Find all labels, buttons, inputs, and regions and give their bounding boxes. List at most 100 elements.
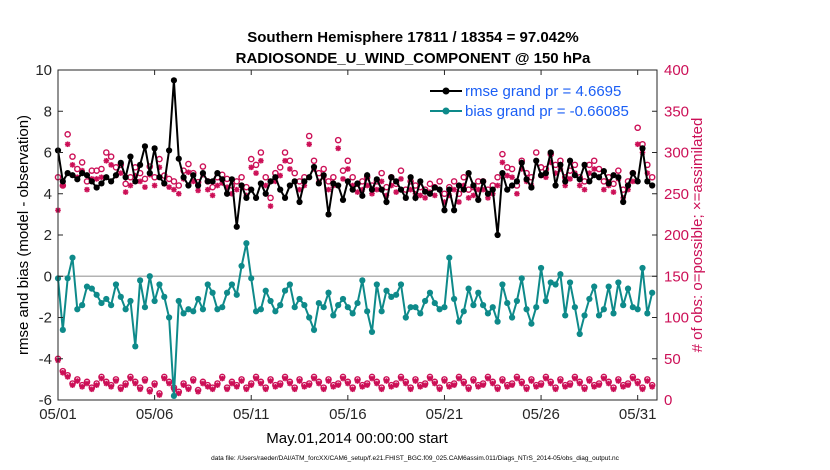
bias-point	[547, 279, 554, 286]
rmse-point	[417, 178, 424, 185]
assimilated-obs-marker	[378, 178, 385, 185]
assimilated-obs-marker	[151, 182, 158, 189]
assimilated-obs-marker	[277, 382, 284, 388]
assimilated-obs-marker	[625, 382, 631, 388]
assimilated-obs-marker	[547, 380, 554, 387]
assimilated-obs-marker	[98, 375, 105, 382]
assimilated-obs-stroke	[639, 386, 646, 392]
bias-point	[228, 281, 236, 288]
assimilated-obs-stroke	[166, 184, 172, 190]
plot-area	[58, 70, 657, 400]
assimilated-obs-marker	[475, 384, 482, 390]
assimilated-obs-marker	[393, 189, 399, 195]
assimilated-obs-stroke	[253, 375, 259, 382]
assimilated-obs-stroke	[238, 378, 245, 384]
y-right-tick-label: 150	[664, 268, 689, 285]
assimilated-obs-marker	[567, 382, 573, 388]
assimilated-obs-marker	[460, 380, 467, 387]
bias-point	[402, 314, 409, 321]
assimilated-obs-marker	[287, 166, 293, 172]
assimilated-obs-stroke	[306, 141, 312, 147]
bias-point	[378, 308, 385, 315]
assimilated-obs-marker	[306, 382, 312, 388]
assimilated-obs-marker	[320, 386, 327, 393]
possible-obs-marker	[349, 173, 356, 181]
assimilated-obs-stroke	[528, 378, 535, 384]
rmse-point	[571, 172, 578, 179]
assimilated-obs-stroke	[335, 145, 341, 152]
y-right-tick-label: 200	[664, 227, 689, 244]
assimilated-obs-marker	[335, 382, 341, 388]
bias-point	[117, 293, 124, 300]
rmse-point	[209, 178, 216, 185]
possible-obs-marker	[262, 173, 270, 181]
assimilated-obs-stroke	[427, 375, 433, 382]
assimilated-obs-stroke	[364, 382, 370, 388]
assimilated-obs-stroke	[94, 176, 100, 182]
bias-point	[59, 326, 66, 333]
rmse-point	[199, 170, 207, 177]
rmse-point	[151, 145, 158, 152]
assimilated-obs-stroke	[417, 192, 423, 199]
rmse-point	[262, 190, 269, 197]
assimilated-obs-marker	[248, 382, 255, 388]
assimilated-obs-stroke	[103, 380, 109, 387]
assimilated-obs-stroke	[470, 192, 477, 199]
rmse-point	[499, 170, 506, 177]
rmse-point	[325, 211, 332, 218]
bias-point	[610, 310, 617, 317]
assimilated-obs-marker	[146, 388, 153, 395]
assimilated-obs-stroke	[504, 172, 510, 179]
assimilated-obs-stroke	[263, 386, 269, 392]
assimilated-obs-stroke	[388, 384, 394, 390]
assimilated-obs-stroke	[248, 164, 254, 170]
assimilated-obs-marker	[615, 378, 622, 384]
assimilated-obs-marker	[282, 375, 288, 382]
possible-obs-marker	[426, 180, 434, 188]
assimilated-obs-marker	[383, 378, 390, 384]
assimilated-obs-marker	[171, 186, 177, 193]
possible-obs-marker	[590, 157, 598, 165]
bias-point	[170, 392, 178, 399]
assimilated-obs-marker	[499, 159, 506, 166]
assimilated-obs-marker	[209, 386, 216, 393]
legend-box	[425, 78, 651, 122]
bias-point	[489, 304, 496, 311]
chart-title-line1: Southern Hemisphere 17811 / 18354 = 97.0…	[247, 29, 578, 46]
assimilated-obs-stroke	[89, 386, 95, 392]
assimilated-obs-marker	[388, 384, 395, 390]
assimilated-obs-marker	[296, 378, 303, 384]
rmse-point	[161, 180, 168, 187]
rmse-point	[610, 172, 617, 179]
rmse-point	[513, 178, 521, 185]
assimilated-obs-stroke	[142, 184, 148, 190]
bias-point	[315, 299, 322, 307]
assimilated-obs-marker	[296, 186, 303, 193]
assimilated-obs-stroke	[345, 166, 351, 172]
bias-point	[137, 277, 144, 284]
rmse-point	[59, 178, 66, 185]
y-right-tick-label: 400	[664, 62, 689, 79]
assimilated-obs-stroke	[591, 384, 597, 390]
assimilated-obs-marker	[504, 172, 511, 179]
assimilated-obs-marker	[204, 186, 211, 193]
rmse-point	[175, 155, 182, 162]
assimilated-obs-stroke	[398, 176, 404, 182]
assimilated-obs-marker	[576, 380, 583, 387]
rmse-point	[504, 186, 511, 193]
rmse-point	[233, 223, 240, 230]
rmse-point	[605, 180, 612, 187]
assimilated-obs-marker	[287, 380, 293, 387]
rmse-point	[79, 170, 86, 177]
assimilated-obs-stroke	[340, 375, 346, 382]
bias-point	[364, 308, 371, 315]
assimilated-obs-stroke	[379, 386, 385, 392]
rmse-point	[518, 159, 525, 166]
bias-point	[146, 273, 153, 280]
bias-point	[306, 314, 313, 321]
assimilated-obs-stroke	[113, 378, 119, 384]
rmse-point	[166, 147, 173, 154]
bias-point	[122, 306, 129, 313]
possible-obs-marker	[165, 175, 173, 183]
assimilated-obs-stroke	[277, 382, 283, 388]
